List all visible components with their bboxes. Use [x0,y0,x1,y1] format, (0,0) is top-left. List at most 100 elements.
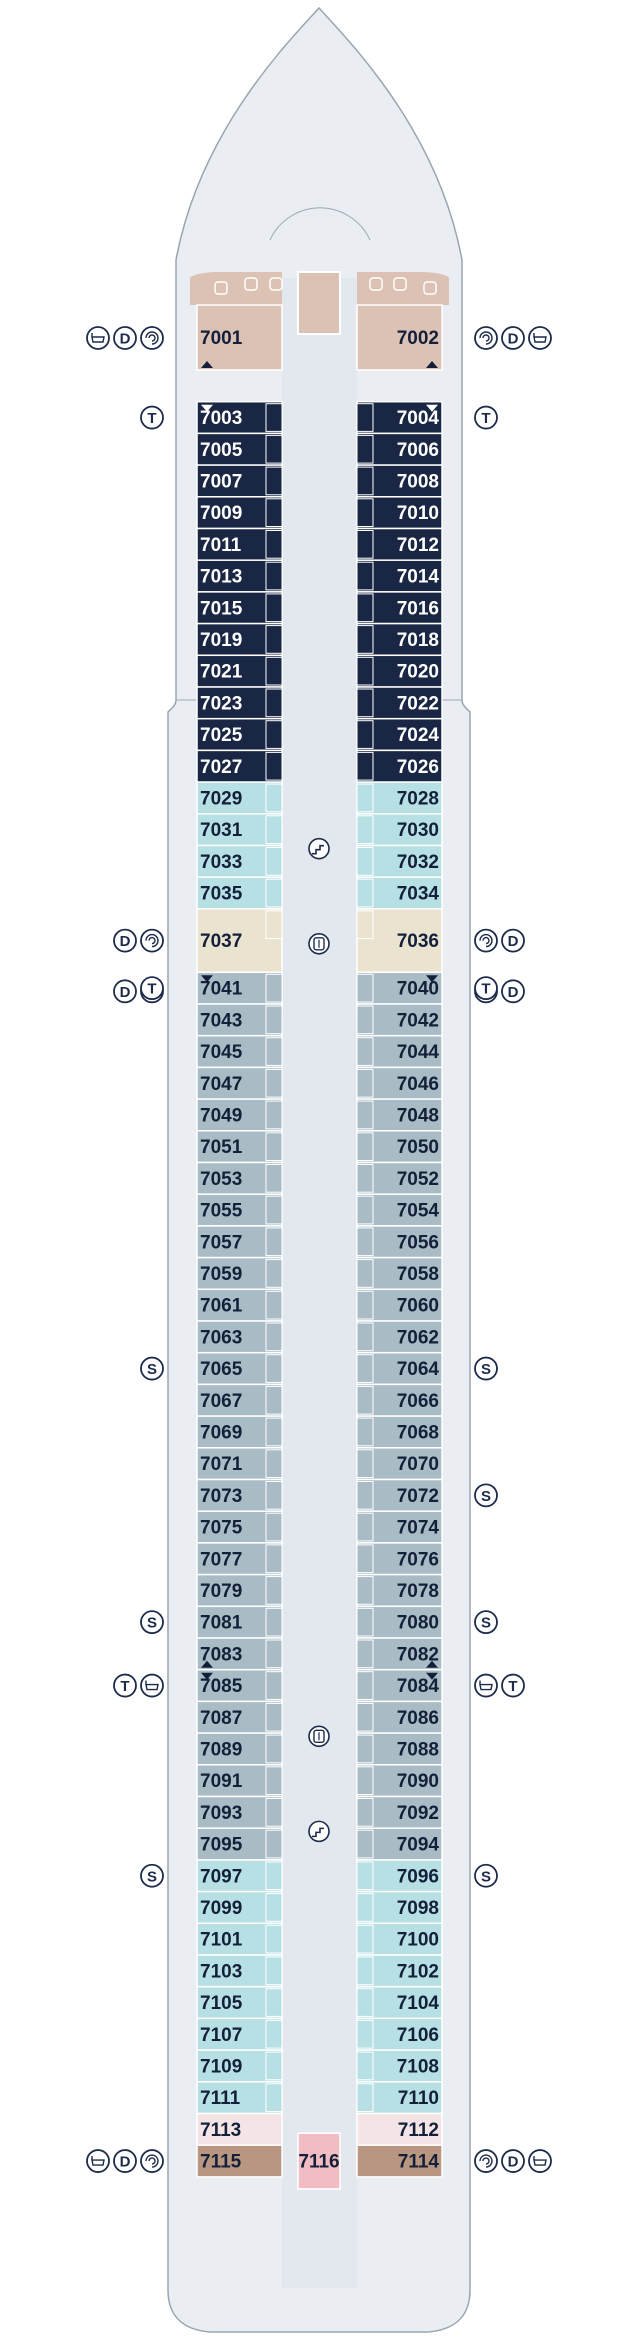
cabin-7013[interactable]: 7013 [196,559,283,593]
cabin-7037[interactable]: 7037 [196,908,283,974]
cabin-7090[interactable]: 7090 [356,1764,443,1798]
cabin-7113[interactable]: 7113 [196,2112,283,2146]
cabin-7111[interactable]: 7111 [196,2081,283,2115]
cabin-7114[interactable]: 7114 [356,2144,443,2178]
cabin-7030[interactable]: 7030 [356,813,443,847]
cabin-7073[interactable]: 7073 [196,1478,283,1512]
cabin-7065[interactable]: 7065 [196,1351,283,1386]
cabin-7018[interactable]: 7018 [356,622,443,657]
cabin-7052[interactable]: 7052 [356,1161,443,1195]
cabin-7056[interactable]: 7056 [356,1225,443,1259]
cabin-7091[interactable]: 7091 [196,1764,283,1798]
cabin-7098[interactable]: 7098 [356,1890,443,1925]
cabin-7063[interactable]: 7063 [196,1320,283,1354]
cabin-7089[interactable]: 7089 [196,1732,283,1766]
cabin-7112[interactable]: 7112 [356,2112,443,2146]
cabin-7077[interactable]: 7077 [196,1542,283,1576]
cabin-7040[interactable]: 7040 [356,971,443,1005]
cabin-7049[interactable]: 7049 [196,1098,283,1132]
cabin-7095[interactable]: 7095 [196,1827,283,1861]
cabin-7081[interactable]: 7081 [196,1605,283,1639]
cabin-7026[interactable]: 7026 [356,749,443,783]
cabin-7057[interactable]: 7057 [196,1225,283,1259]
cabin-7078[interactable]: 7078 [356,1573,443,1608]
cabin-7064[interactable]: 7064 [356,1351,443,1386]
cabin-7008[interactable]: 7008 [356,464,443,498]
cabin-7034[interactable]: 7034 [356,876,443,910]
cabin-7045[interactable]: 7045 [196,1034,283,1069]
cabin-7054[interactable]: 7054 [356,1193,443,1227]
cabin-7041[interactable]: 7041 [196,971,283,1005]
cabin-7115[interactable]: 7115 [196,2144,283,2178]
cabin-7109[interactable]: 7109 [196,2049,283,2083]
cabin-7028[interactable]: 7028 [356,781,443,815]
cabin-7042[interactable]: 7042 [356,1003,443,1037]
cabin-7060[interactable]: 7060 [356,1288,443,1322]
cabin-7048[interactable]: 7048 [356,1098,443,1132]
cabin-7108[interactable]: 7108 [356,2049,443,2083]
cabin-7009[interactable]: 7009 [196,496,283,530]
cabin-7007[interactable]: 7007 [196,464,283,498]
cabin-7016[interactable]: 7016 [356,591,443,625]
cabin-7084[interactable]: 7084 [356,1668,443,1703]
cabin-7070[interactable]: 7070 [356,1447,443,1481]
cabin-7002[interactable]: 7002 [356,304,443,371]
cabin-7020[interactable]: 7020 [356,654,443,688]
cabin-7085[interactable]: 7085 [196,1668,283,1703]
cabin-7094[interactable]: 7094 [356,1827,443,1861]
cabin-7036[interactable]: 7036 [356,908,443,974]
cabin-7015[interactable]: 7015 [196,591,283,625]
cabin-7074[interactable]: 7074 [356,1510,443,1544]
cabin-7105[interactable]: 7105 [196,1985,283,2020]
cabin-7003[interactable]: 7003 [196,400,283,435]
cabin-7051[interactable]: 7051 [196,1130,283,1164]
cabin-7010[interactable]: 7010 [356,496,443,530]
cabin-7050[interactable]: 7050 [356,1130,443,1164]
cabin-7110[interactable]: 7110 [356,2081,443,2115]
cabin-7082[interactable]: 7082 [356,1637,443,1671]
cabin-7023[interactable]: 7023 [196,686,283,720]
cabin-7046[interactable]: 7046 [356,1066,443,1100]
cabin-7025[interactable]: 7025 [196,717,283,752]
cabin-7004[interactable]: 7004 [356,400,443,435]
cabin-7103[interactable]: 7103 [196,1954,283,1988]
cabin-7083[interactable]: 7083 [196,1637,283,1671]
cabin-7059[interactable]: 7059 [196,1256,283,1291]
cabin-7072[interactable]: 7072 [356,1478,443,1512]
cabin-7061[interactable]: 7061 [196,1288,283,1322]
cabin-7011[interactable]: 7011 [196,527,283,561]
cabin-7101[interactable]: 7101 [196,1922,283,1956]
cabin-7086[interactable]: 7086 [356,1700,443,1734]
cabin-7024[interactable]: 7024 [356,717,443,752]
cabin-7029[interactable]: 7029 [196,781,283,815]
cabin-7032[interactable]: 7032 [356,844,443,878]
cabin-7116[interactable]: 7116 [297,2132,341,2190]
cabin-7097[interactable]: 7097 [196,1859,283,1893]
cabin-7062[interactable]: 7062 [356,1320,443,1354]
cabin-7067[interactable]: 7067 [196,1383,283,1417]
cabin-7092[interactable]: 7092 [356,1795,443,1829]
cabin-7055[interactable]: 7055 [196,1193,283,1227]
cabin-7066[interactable]: 7066 [356,1383,443,1417]
cabin-7079[interactable]: 7079 [196,1573,283,1608]
cabin-7087[interactable]: 7087 [196,1700,283,1734]
cabin-7047[interactable]: 7047 [196,1066,283,1100]
cabin-7106[interactable]: 7106 [356,2017,443,2051]
cabin-7058[interactable]: 7058 [356,1256,443,1291]
cabin-7100[interactable]: 7100 [356,1922,443,1956]
cabin-7102[interactable]: 7102 [356,1954,443,1988]
cabin-7069[interactable]: 7069 [196,1415,283,1449]
cabin-7005[interactable]: 7005 [196,432,283,466]
cabin-7093[interactable]: 7093 [196,1795,283,1829]
cabin-7022[interactable]: 7022 [356,686,443,720]
cabin-7043[interactable]: 7043 [196,1003,283,1037]
cabin-7001[interactable]: 7001 [196,304,283,371]
cabin-7068[interactable]: 7068 [356,1415,443,1449]
cabin-7088[interactable]: 7088 [356,1732,443,1766]
cabin-7019[interactable]: 7019 [196,622,283,657]
cabin-7033[interactable]: 7033 [196,844,283,878]
cabin-7071[interactable]: 7071 [196,1447,283,1481]
cabin-7035[interactable]: 7035 [196,876,283,910]
cabin-7044[interactable]: 7044 [356,1034,443,1069]
cabin-7076[interactable]: 7076 [356,1542,443,1576]
